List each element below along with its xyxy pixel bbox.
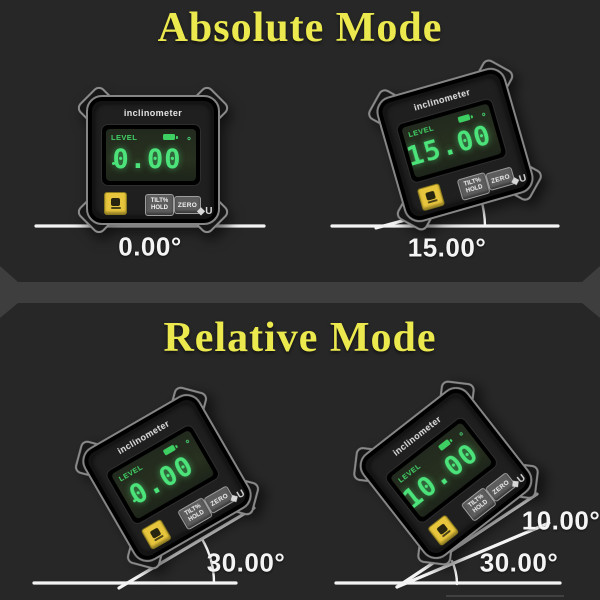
- degree-unit: °: [187, 136, 191, 147]
- relative-mode-title: Relative Mode: [163, 315, 437, 361]
- power-button: [104, 192, 127, 215]
- incline-30deg-line-left: [117, 506, 256, 590]
- angle-label-relative-left: 30.00°: [206, 547, 286, 578]
- brand-logo: ◆U: [197, 206, 213, 217]
- absolute-mode-title: Absolute Mode: [157, 5, 443, 51]
- tilt-hold-button: TILT% HOLD: [145, 194, 174, 216]
- incline-40deg-line-right: [395, 492, 539, 589]
- angle-label-absolute-left: 0.00°: [118, 231, 182, 262]
- indicator-dot: [112, 162, 115, 165]
- power-icon-bar: [110, 207, 121, 210]
- lcd-panel: LEVEL ° 0.00: [106, 129, 196, 181]
- level-indicator: LEVEL: [111, 133, 138, 142]
- angle-label-relative-right-30: 30.00°: [479, 547, 559, 578]
- battery-icon: [163, 134, 178, 140]
- inclinometer-absolute-flat: inclinometer LEVEL ° 0.00 TILT% HOLD ZER…: [74, 83, 232, 237]
- power-icon: [111, 197, 120, 206]
- angle-label-relative-right-10: 10.00°: [521, 505, 600, 536]
- device-body: inclinometer LEVEL ° 0.00 TILT% HOLD ZER…: [86, 95, 220, 225]
- arc-30deg-right: [450, 559, 459, 586]
- lcd-screen: LEVEL ° 0.00: [101, 124, 201, 186]
- arc-30deg-left: [200, 537, 216, 585]
- incline-30deg-line-right: [395, 521, 551, 589]
- angle-label-absolute-right: 15.00°: [407, 232, 487, 263]
- brand-label: inclinometer: [123, 108, 183, 118]
- zero-button: ZERO: [174, 196, 201, 214]
- angle-readout: 0.00: [112, 143, 182, 175]
